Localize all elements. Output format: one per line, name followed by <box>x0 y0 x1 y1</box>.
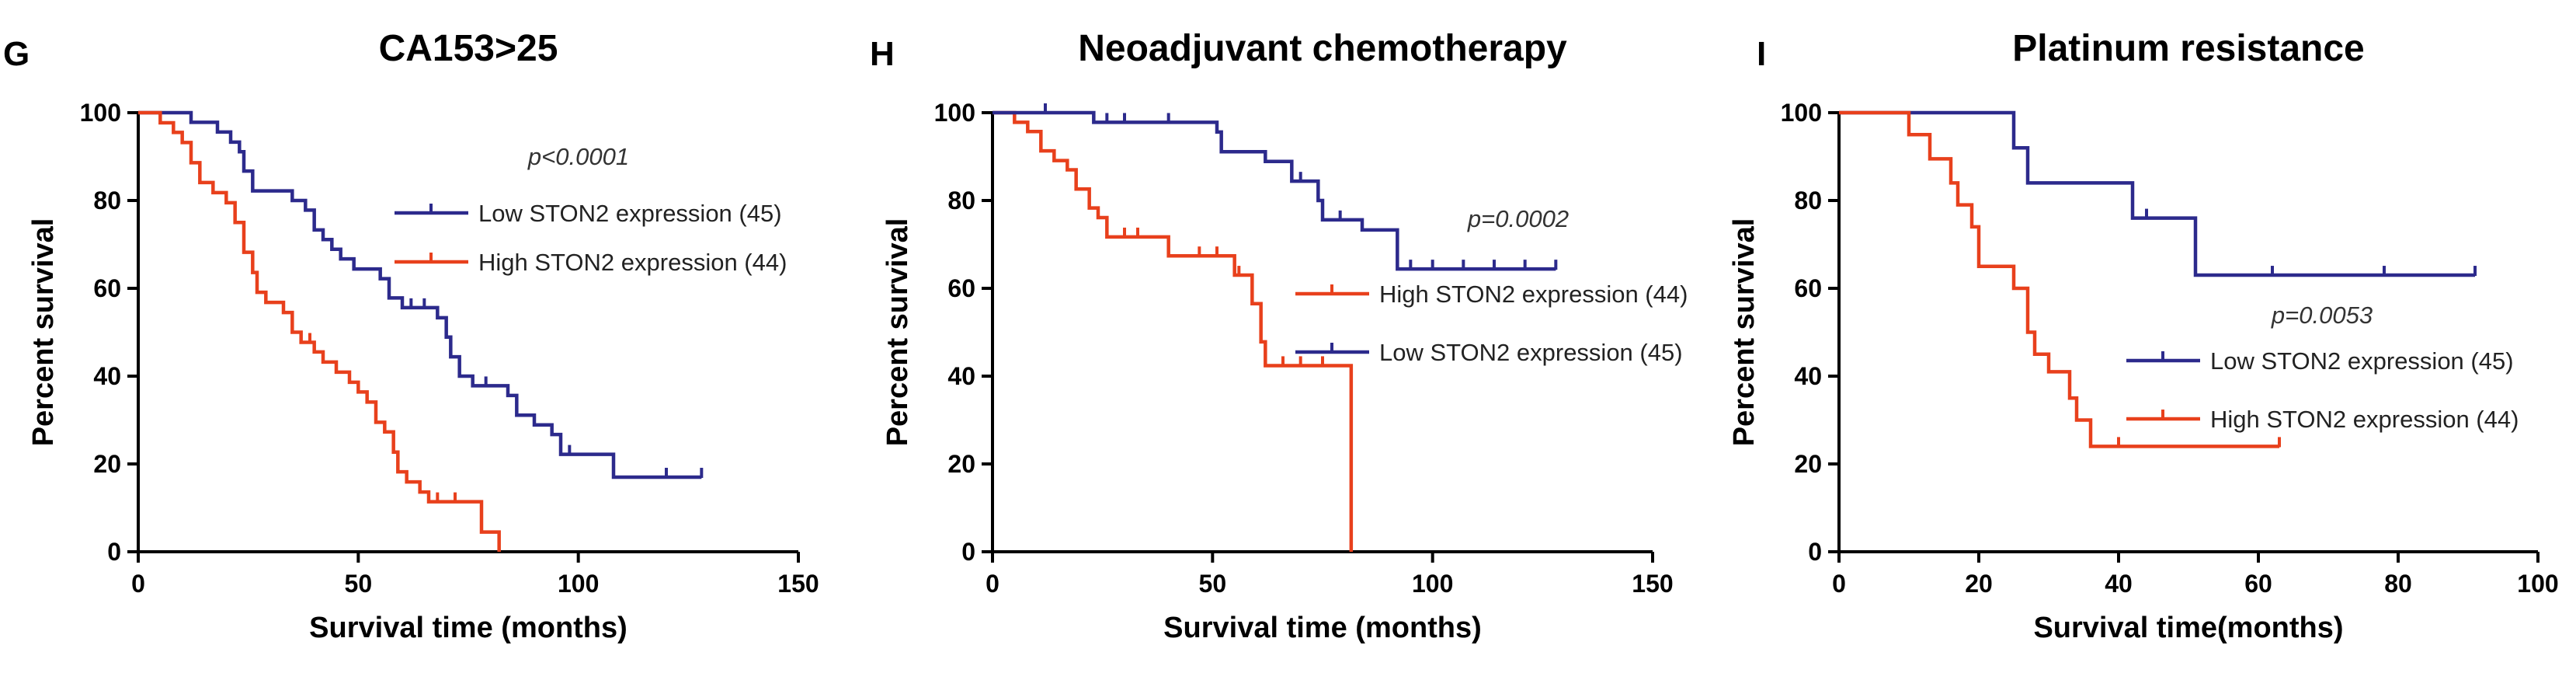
x-tick-label: 80 <box>2384 570 2412 598</box>
panel-letter: H <box>870 35 895 73</box>
panel-letter: I <box>1757 35 1766 73</box>
panel-i: I Platinum resistance 0 20 40 60 80 100 0 20 40 60 8… <box>1728 28 2559 644</box>
y-tick-label: 80 <box>1794 187 1822 214</box>
survival-curve-low <box>993 110 1556 271</box>
x-tick-label: 40 <box>2105 570 2133 598</box>
legend-label: High STON2 expression (44) <box>1379 281 1688 308</box>
x-tick-label: 20 <box>1965 570 1993 598</box>
x-tick-label: 0 <box>986 570 999 598</box>
p-value: p<0.0001 <box>527 143 629 170</box>
y-tick-label: 100 <box>80 99 121 127</box>
y-tick-label: 60 <box>93 274 121 302</box>
y-tick-label: 0 <box>107 538 121 566</box>
survival-curve-low <box>138 110 702 479</box>
x-axis-label: Survival time (months) <box>1163 612 1482 644</box>
p-value: p=0.0002 <box>1467 205 1569 232</box>
x-tick-label: 150 <box>1632 570 1673 598</box>
y-tick-label: 0 <box>1808 538 1822 566</box>
survival-curve-high <box>993 110 1354 552</box>
y-tick-label: 20 <box>1794 450 1822 478</box>
y-tick-label: 100 <box>1781 99 1822 127</box>
y-tick-label: 20 <box>947 450 975 478</box>
x-axis-label: Survival time(months) <box>2033 612 2343 644</box>
y-tick-label: 40 <box>93 362 121 390</box>
survival-curve-high <box>1839 110 2279 448</box>
y-axis-label: Percent survival <box>1728 218 1761 447</box>
legend-label: High STON2 expression (44) <box>478 249 787 276</box>
chart-title: Platinum resistance <box>2012 28 2365 69</box>
y-tick-label: 100 <box>934 99 975 127</box>
x-tick-label: 100 <box>1412 570 1453 598</box>
y-tick-label: 0 <box>961 538 975 566</box>
y-tick-label: 40 <box>947 362 975 390</box>
p-value: p=0.0053 <box>2271 302 2373 329</box>
x-tick-label: 100 <box>2517 570 2558 598</box>
y-axis-label: Percent survival <box>27 218 60 447</box>
x-tick-label: 0 <box>1832 570 1846 598</box>
survival-curve-low <box>1839 110 2475 277</box>
panel-g: G CA153>25 0 20 40 60 80 100 0 50 100 150 Percent su… <box>3 28 819 644</box>
chart-title: Neoadjuvant chemotherapy <box>1078 28 1567 69</box>
chart-title: CA153>25 <box>379 28 558 69</box>
x-axis-label: Survival time (months) <box>309 612 627 644</box>
y-tick-label: 80 <box>93 187 121 214</box>
legend-label: High STON2 expression (44) <box>2210 406 2519 433</box>
y-axis-label: Percent survival <box>881 218 914 447</box>
x-tick-label: 50 <box>345 570 373 598</box>
legend-label: Low STON2 expression (45) <box>2210 347 2514 375</box>
x-tick-label: 100 <box>558 570 599 598</box>
legend-label: Low STON2 expression (45) <box>478 200 782 227</box>
x-tick-label: 0 <box>131 570 145 598</box>
x-tick-label: 50 <box>1199 570 1227 598</box>
y-tick-label: 40 <box>1794 362 1822 390</box>
y-tick-label: 60 <box>1794 274 1822 302</box>
panel-letter: G <box>3 35 30 73</box>
panel-h: H Neoadjuvant chemotherapy 0 20 40 60 80 100 0 50… <box>870 28 1688 644</box>
y-tick-label: 20 <box>93 450 121 478</box>
y-tick-label: 60 <box>947 274 975 302</box>
y-tick-label: 80 <box>947 187 975 214</box>
survival-curve-high <box>138 110 501 552</box>
x-tick-label: 60 <box>2244 570 2272 598</box>
legend-label: Low STON2 expression (45) <box>1379 339 1683 366</box>
x-tick-label: 150 <box>777 570 819 598</box>
